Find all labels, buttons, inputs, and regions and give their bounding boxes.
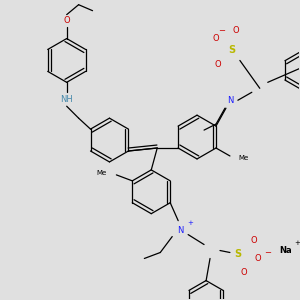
Text: O: O	[254, 254, 261, 263]
Text: Me: Me	[96, 170, 106, 176]
Text: O: O	[63, 16, 70, 25]
Text: O: O	[241, 268, 247, 277]
Text: −: −	[218, 26, 226, 35]
Text: S: S	[234, 250, 242, 260]
Text: N: N	[177, 226, 183, 235]
Text: NH: NH	[60, 95, 73, 104]
Text: O: O	[213, 34, 219, 43]
Text: O: O	[232, 26, 239, 35]
Text: N: N	[227, 96, 233, 105]
Text: +: +	[187, 220, 193, 226]
Text: S: S	[228, 46, 236, 56]
Text: O: O	[215, 60, 221, 69]
Text: −: −	[264, 248, 271, 257]
Text: O: O	[250, 236, 257, 245]
Text: +: +	[295, 239, 300, 245]
Text: Na: Na	[279, 246, 292, 255]
Text: Me: Me	[238, 155, 248, 161]
